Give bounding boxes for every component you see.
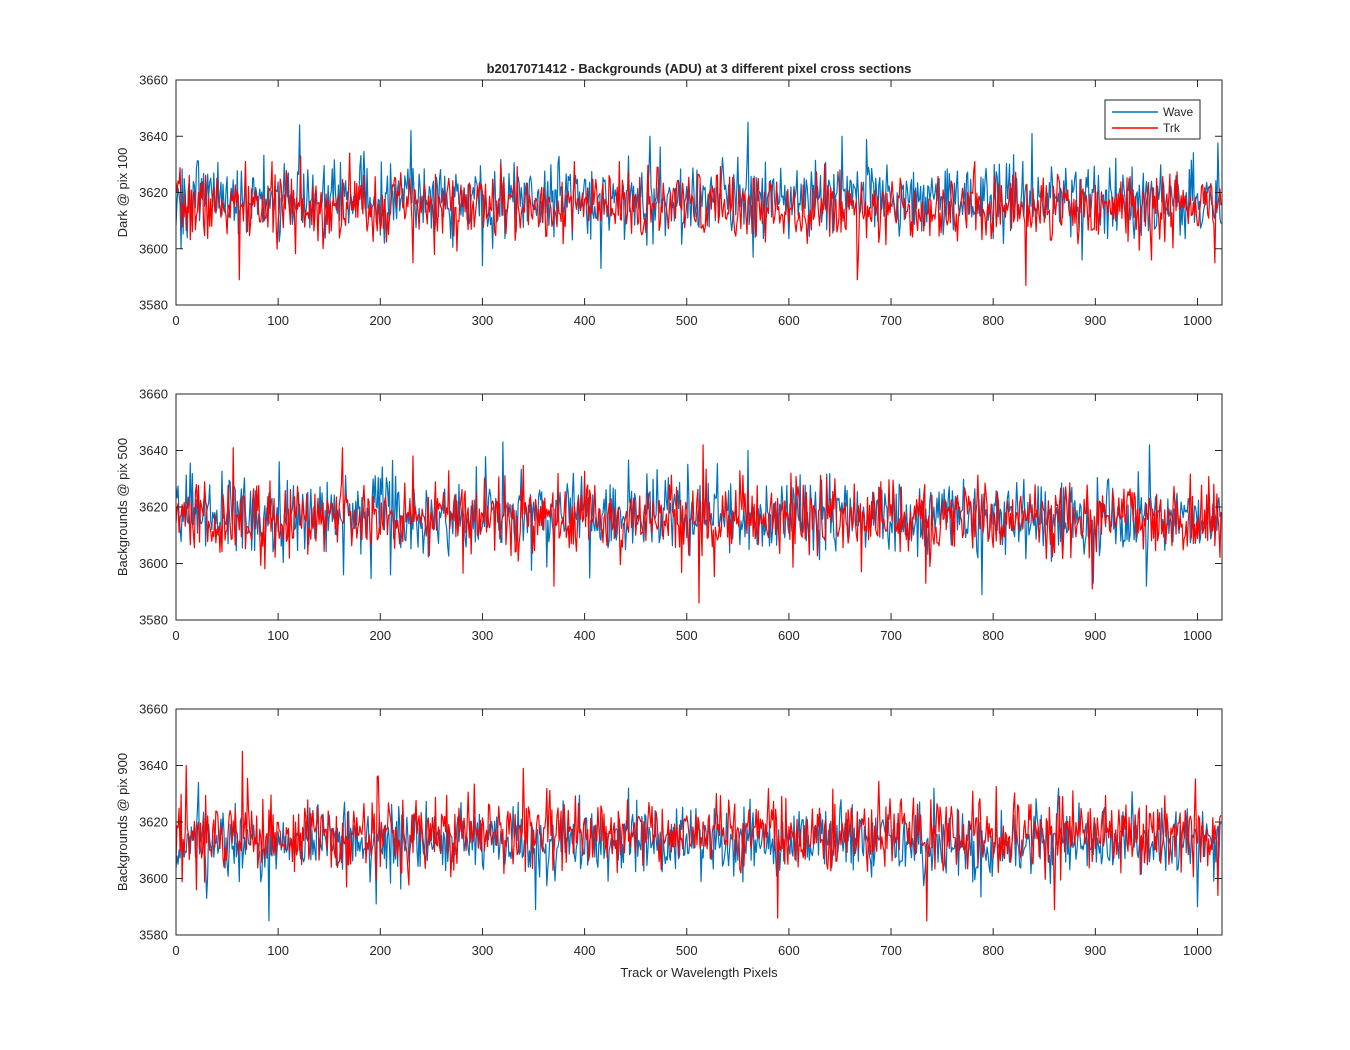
- x-tick-label: 200: [369, 628, 391, 643]
- x-tick-label: 500: [676, 313, 698, 328]
- y-tick-label: 3580: [139, 928, 168, 943]
- panel-backgrounds-pix-900: 0 100 200 300 400 500 600 700 800 900 1000 3580 3600…: [115, 702, 1223, 958]
- panel-dark-pix-100: 0 100 200 300 400 500 600 700 800 900 1000 3580 3600…: [115, 73, 1223, 328]
- x-tick-label: 0: [172, 943, 179, 958]
- y-tick-label: 3640: [139, 758, 168, 773]
- y-tick-label: 3600: [139, 556, 168, 571]
- y-tick-label: 3640: [139, 129, 168, 144]
- x-tick-label: 200: [369, 313, 391, 328]
- x-tick-label: 800: [982, 943, 1004, 958]
- y-tick-label: 3600: [139, 871, 168, 886]
- y-axis-label: Dark @ pix 100: [115, 148, 130, 238]
- x-tick-label: 400: [574, 313, 596, 328]
- x-tick-label: 800: [982, 313, 1004, 328]
- x-tick-label: 0: [172, 628, 179, 643]
- y-tick-label: 3640: [139, 443, 168, 458]
- x-tick-label: 500: [676, 628, 698, 643]
- x-tick-label: 600: [778, 943, 800, 958]
- x-tick-label: 700: [880, 628, 902, 643]
- figure-title: b2017071412 - Backgrounds (ADU) at 3 dif…: [487, 61, 912, 76]
- y-tick-label: 3660: [139, 387, 168, 402]
- x-tick-label: 1000: [1183, 628, 1212, 643]
- y-axis-label: Backgrounds @ pix 500: [115, 438, 130, 576]
- series-line-trk: [176, 152, 1222, 286]
- x-axis-label: Track or Wavelength Pixels: [620, 965, 778, 980]
- x-tick-label: 400: [574, 943, 596, 958]
- legend-wave-label: Wave: [1163, 105, 1194, 119]
- y-axis-label: Backgrounds @ pix 900: [115, 753, 130, 891]
- x-tick-label: 600: [778, 628, 800, 643]
- x-tick-label: 300: [472, 943, 494, 958]
- panel-backgrounds-pix-500: 0 100 200 300 400 500 600 700 800 900 1000 3580 3600…: [115, 387, 1223, 643]
- x-tick-label: 100: [267, 313, 289, 328]
- legend: Wave Trk: [1104, 99, 1201, 140]
- series-line-trk: [176, 444, 1222, 604]
- x-tick-label: 100: [267, 628, 289, 643]
- x-tick-label: 900: [1084, 943, 1106, 958]
- x-tick-label: 300: [472, 628, 494, 643]
- series-line-wave: [176, 781, 1222, 922]
- x-tick-label: 700: [880, 313, 902, 328]
- x-tick-label: 0: [172, 313, 179, 328]
- x-tick-label: 700: [880, 943, 902, 958]
- y-tick-label: 3580: [139, 613, 168, 628]
- y-tick-label: 3620: [139, 500, 168, 515]
- y-tick-label: 3600: [139, 241, 168, 256]
- x-tick-label: 1000: [1183, 313, 1212, 328]
- legend-box: [1104, 99, 1201, 140]
- x-tick-label: 1000: [1183, 943, 1212, 958]
- x-tick-label: 900: [1084, 628, 1106, 643]
- x-tick-label: 500: [676, 943, 698, 958]
- x-tick-label: 800: [982, 628, 1004, 643]
- x-tick-label: 300: [472, 313, 494, 328]
- y-tick-label: 3660: [139, 73, 168, 88]
- y-tick-label: 3620: [139, 815, 168, 830]
- x-tick-label: 200: [369, 943, 391, 958]
- legend-trk-label: Trk: [1163, 121, 1181, 135]
- y-tick-label: 3580: [139, 298, 168, 313]
- x-tick-label: 100: [267, 943, 289, 958]
- x-tick-label: 900: [1084, 313, 1106, 328]
- y-tick-label: 3660: [139, 702, 168, 717]
- x-tick-label: 400: [574, 628, 596, 643]
- y-tick-label: 3620: [139, 185, 168, 200]
- series-line-trk: [176, 750, 1222, 922]
- x-tick-label: 600: [778, 313, 800, 328]
